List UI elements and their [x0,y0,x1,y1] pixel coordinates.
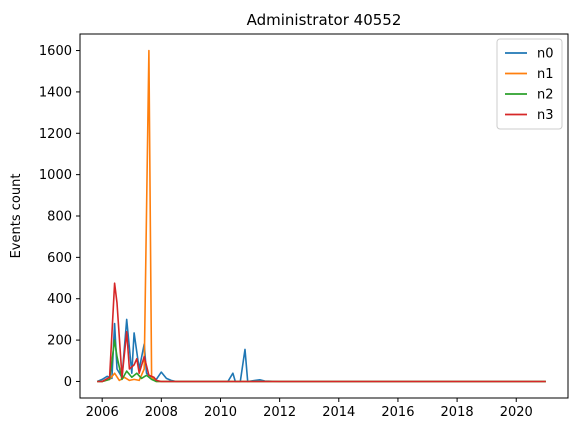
y-tick-label: 0 [64,375,72,390]
legend: n0 n1 n2 n3 [496,38,563,130]
chart-title: Administrator 40552 [247,11,402,29]
series-line-n0 [96,318,546,383]
y-tick-label: 1200 [39,127,72,142]
y-tick-label: 1600 [39,44,72,59]
x-axis: 2006 2008 2010 2012 2014 2016 2018 2020 [86,398,533,420]
legend-label-n1: n1 [537,67,554,82]
x-tick-label: 2016 [381,405,414,420]
legend-label-n2: n2 [537,88,554,103]
x-tick-label: 2006 [86,405,119,420]
x-tick-label: 2014 [322,405,355,420]
y-tick-label: 200 [47,334,72,349]
x-tick-label: 2010 [204,405,237,420]
plot-frame [79,33,569,399]
y-tick-label: 600 [47,251,72,266]
series-line-n1 [97,49,546,383]
y-tick-label: 400 [47,292,72,307]
legend-label-n3: n3 [537,108,554,123]
y-tick-label: 800 [47,210,72,225]
y-tick-label: 1400 [39,85,72,100]
x-tick-label: 2012 [263,405,296,420]
x-tick-label: 2008 [145,405,178,420]
legend-box [496,38,563,130]
series-layer [96,49,546,383]
series-line-n3 [97,282,546,383]
x-tick-label: 2020 [500,405,533,420]
legend-label-n0: n0 [537,47,554,62]
y-axis-label: Events count [9,174,24,259]
x-tick-label: 2018 [441,405,474,420]
y-axis: 0 200 400 600 800 1000 1200 1400 1600 [39,44,80,390]
y-tick-label: 1000 [39,168,72,183]
